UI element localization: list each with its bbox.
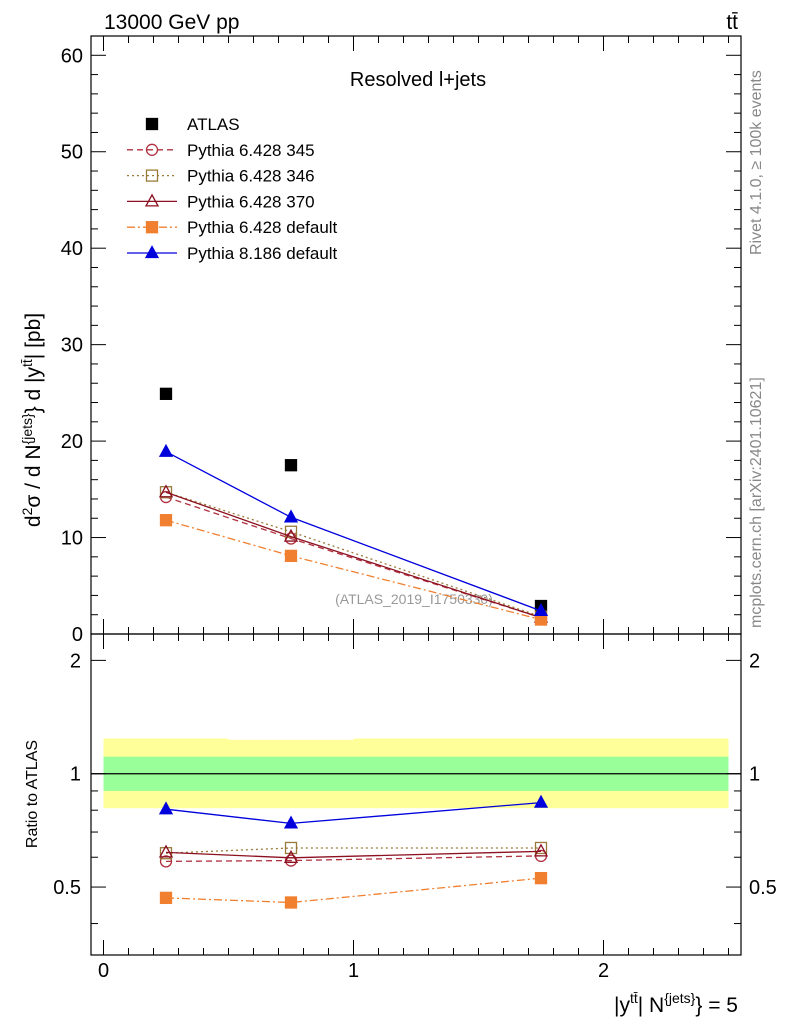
legend-label: ATLAS: [187, 115, 240, 134]
ratio-point: [533, 843, 549, 857]
xlabel-mid: | N: [638, 994, 664, 1017]
ratio-point: [534, 841, 548, 855]
ratio-line: [165, 850, 542, 859]
xlabel-sup1: tt̄: [630, 990, 638, 1006]
series-4: [159, 514, 548, 626]
ylabel-sup3: tt̄: [19, 359, 35, 367]
main-axes: 0 10 20 30 40 50 60: [61, 35, 742, 646]
legend-label: Pythia 8.186 default: [187, 244, 338, 263]
ratio-point: [158, 801, 174, 815]
ratio-plot-area: [158, 794, 549, 909]
legend: ATLAS Pythia 6.428 345 Pythia 6.428 346 Pyt…: [127, 115, 338, 263]
data-point: [159, 514, 173, 527]
x-axis-label: |ytt̄| N{jets}} = 5: [614, 990, 738, 1017]
ratio-point: [159, 891, 173, 905]
ratio-point: [159, 855, 173, 868]
series-0: [159, 387, 548, 613]
legend-label: Pythia 6.428 345: [187, 141, 315, 160]
data-point: [283, 509, 299, 523]
ylabel-sup1: 2: [19, 507, 35, 515]
data-point: [158, 484, 174, 498]
mcplots-label: mcplots.cern.ch [arXiv:2401.10621]: [748, 377, 765, 628]
legend-label: Pythia 6.428 default: [187, 218, 338, 237]
legend-item-2: Pythia 6.428 346: [127, 167, 315, 186]
ratio-y-axis-label: Ratio to ATLAS: [24, 740, 41, 848]
x-tick-label: 2: [598, 960, 609, 982]
main-plot-area: [158, 387, 549, 626]
ylabel-sup2: {jets}: [19, 413, 35, 444]
xlabel-prefix: |y: [614, 994, 630, 1017]
legend-label: Pythia 6.428 346: [187, 167, 315, 186]
legend-marker: [145, 221, 159, 234]
rivet-label: Rivet 4.1.0, ≥ 100k events: [748, 70, 765, 255]
ratio-y-tick-label: 1: [70, 764, 81, 786]
legend-label: Pythia 6.428 370: [187, 192, 315, 211]
data-point: [284, 549, 298, 563]
y-tick-label: 60: [61, 45, 83, 67]
ratio-point: [284, 841, 298, 855]
legend-item-4: Pythia 6.428 default: [127, 218, 338, 237]
series-line: [165, 451, 542, 612]
ylabel-prefix: d: [22, 515, 45, 527]
data-point: [159, 387, 173, 400]
legend-marker: [145, 143, 159, 156]
x-tick-label: 0: [98, 960, 109, 982]
xlabel-suffix: } = 5: [695, 994, 738, 1017]
series-5: [158, 443, 549, 617]
ratio-point: [283, 849, 299, 863]
ratio-y-tick-label-right: 1: [749, 764, 760, 786]
ratio-line: [165, 855, 542, 863]
legend-item-0: ATLAS: [145, 115, 240, 134]
ylabel-suffix: | [pb]: [22, 313, 45, 359]
legend-marker: [144, 245, 160, 259]
legend-marker: [145, 169, 159, 182]
analysis-watermark: (ATLAS_2019_I1750330): [335, 591, 493, 607]
ratio-frame: [90, 633, 742, 956]
legend-item-5: Pythia 8.186 default: [127, 244, 338, 263]
data-point: [283, 528, 299, 542]
legend-marker: [145, 117, 159, 131]
y-tick-label: 20: [61, 431, 83, 453]
series-line: [165, 496, 542, 619]
y-tick-label: 30: [61, 335, 83, 357]
process-label: tt̄: [726, 11, 738, 34]
legend-item-3: Pythia 6.428 370: [127, 192, 315, 211]
ratio-axes: 0.5 0.5 1 1 2 2 0 1 2: [53, 633, 777, 982]
legend-item-1: Pythia 6.428 345: [127, 141, 315, 160]
y-tick-label: 40: [61, 238, 83, 260]
chart-title: Resolved l+jets: [350, 69, 486, 91]
ratio-y-tick-label-right: 0.5: [749, 877, 777, 899]
data-point: [284, 459, 298, 472]
ratio-series-4: [158, 794, 549, 829]
ratio-line: [165, 877, 542, 904]
ratio-line: [165, 847, 541, 854]
ratio-point: [534, 871, 548, 885]
legend-marker: [144, 193, 160, 207]
y-tick-label: 0: [72, 624, 83, 646]
y-tick-label: 10: [61, 528, 83, 550]
ratio-y-tick-label: 2: [70, 650, 81, 672]
xlabel-sup2: {jets}: [664, 990, 695, 1006]
ratio-uncertainty-bands: [91, 738, 741, 809]
ylabel-mid: σ / d N: [22, 444, 45, 507]
main-y-axis-label: d2σ / d N{jets}} d |ytt̄| [pb]: [19, 313, 45, 527]
energy-label: 13000 GeV pp: [104, 11, 239, 34]
y-tick-label: 50: [61, 142, 83, 164]
ratio-series-3: [159, 871, 548, 909]
ratio-point: [283, 815, 299, 829]
series-line: [165, 491, 542, 618]
ratio-point: [284, 896, 298, 909]
series-line: [165, 491, 542, 619]
ratio-y-tick-label: 0.5: [53, 877, 81, 899]
x-tick-label: 1: [348, 960, 359, 982]
ratio-point: [158, 844, 174, 858]
ratio-y-tick-label-right: 2: [749, 650, 760, 672]
ylabel-mid2: } d |y: [22, 367, 45, 414]
ratio-point: [533, 794, 549, 808]
data-point: [533, 602, 549, 617]
ratio-series-2: [158, 843, 549, 863]
data-point: [158, 443, 174, 457]
